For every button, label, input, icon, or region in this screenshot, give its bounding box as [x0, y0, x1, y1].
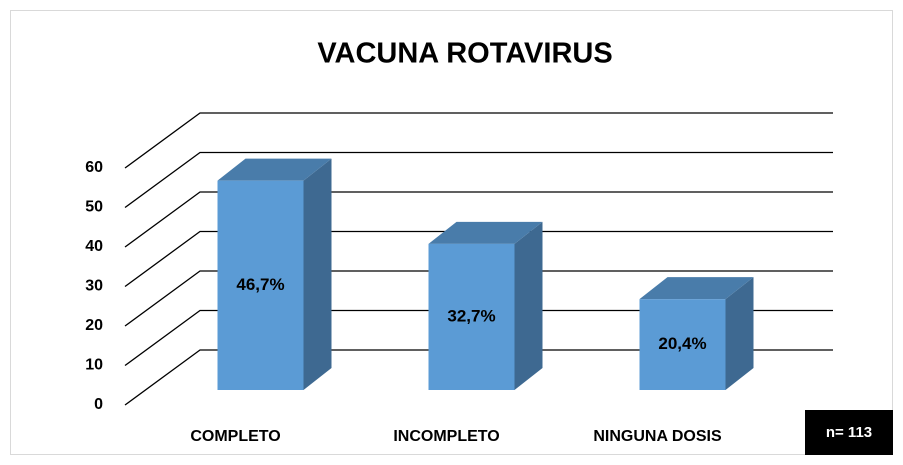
y-tick-label: 40: [85, 238, 103, 255]
bar-top: [428, 221, 543, 244]
grid-line: [124, 112, 833, 169]
bar-top: [217, 158, 332, 181]
value-label: 32,7%: [447, 306, 495, 325]
bar-side: [303, 158, 332, 390]
grid-line: [124, 151, 833, 209]
grid-line: [124, 270, 833, 327]
x-tick-label: INCOMPLETO: [393, 428, 499, 445]
y-tick-label: 0: [94, 396, 103, 413]
value-label: 46,7%: [236, 275, 284, 294]
grid-line: [124, 230, 833, 288]
bar-side: [514, 221, 543, 390]
chart-title: VACUNA ROTAVIRUS: [317, 38, 612, 70]
bar: [217, 180, 304, 390]
x-tick-label: COMPLETO: [190, 428, 280, 445]
y-tick-label: 60: [85, 159, 103, 176]
annotation-box: [805, 410, 893, 455]
x-tick-label: NINGUNA DOSIS: [593, 428, 722, 445]
annotation: n= 113: [826, 424, 872, 441]
y-tick-label: 10: [85, 357, 103, 374]
y-tick-label: 20: [85, 317, 103, 334]
grid-line: [124, 309, 833, 367]
y-tick-label: 50: [85, 199, 103, 216]
grid-line: [124, 191, 833, 248]
bar: [639, 299, 726, 390]
grid-line: [124, 349, 833, 406]
bar-top: [639, 277, 754, 300]
bar: [428, 243, 515, 390]
value-label: 20,4%: [658, 334, 706, 353]
bar-side: [725, 277, 754, 390]
y-tick-label: 30: [85, 278, 103, 295]
